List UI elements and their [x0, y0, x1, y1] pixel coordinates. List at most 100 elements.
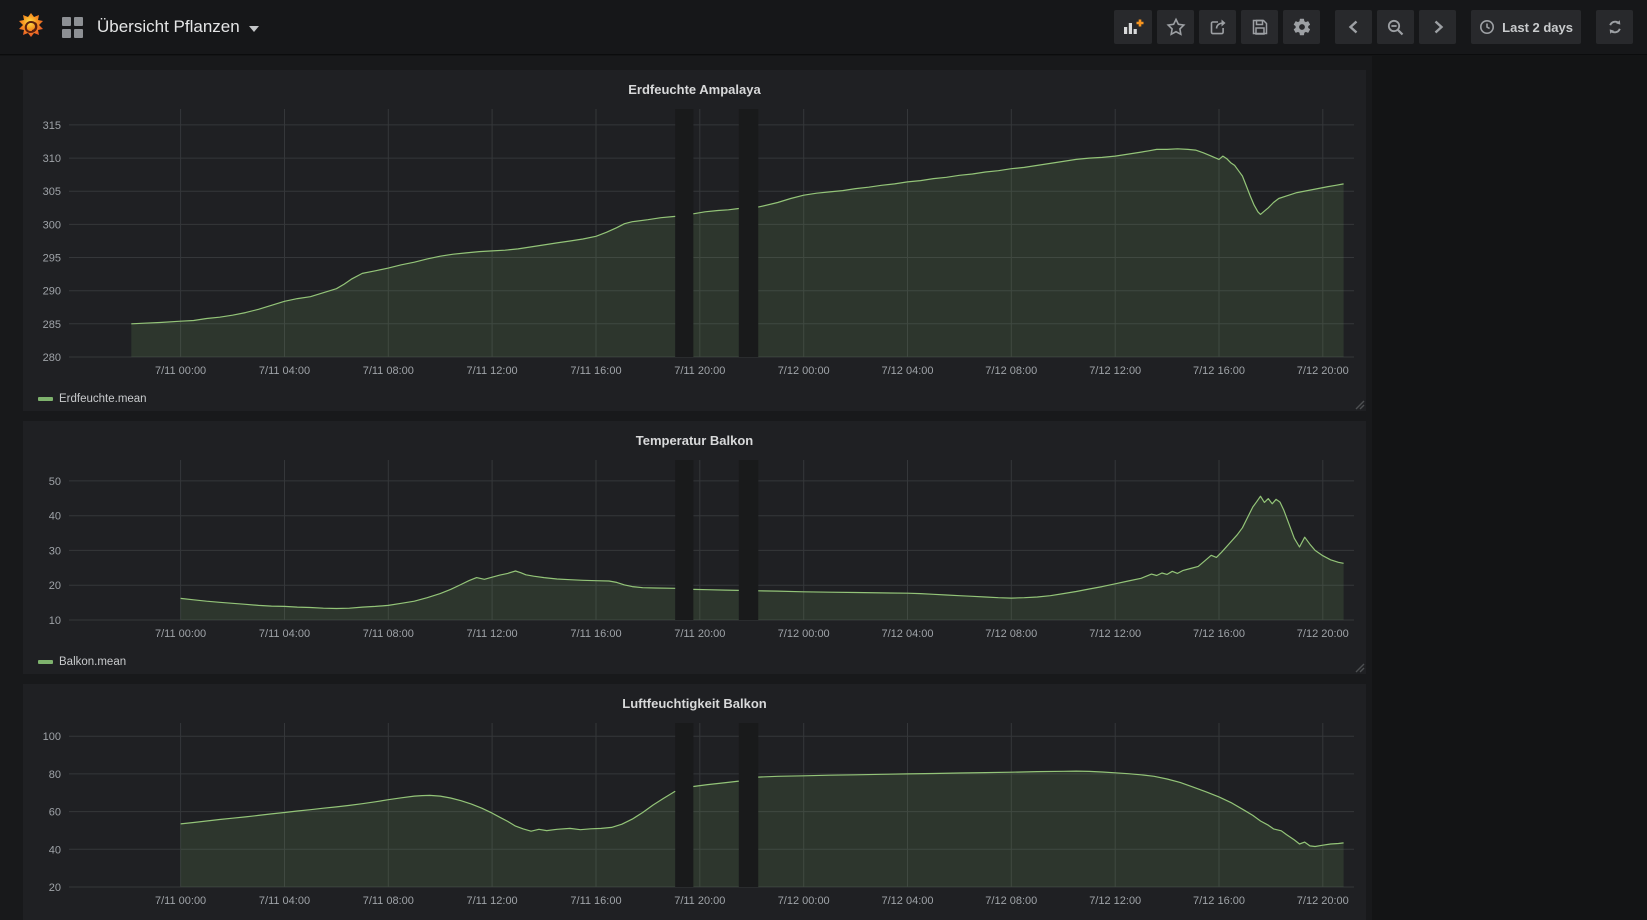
- svg-text:40: 40: [49, 511, 61, 523]
- grafana-logo-icon[interactable]: [14, 10, 48, 44]
- svg-text:60: 60: [49, 807, 61, 819]
- panel-title[interactable]: Luftfeuchtigkeit Balkon: [622, 696, 767, 711]
- svg-text:7/12 04:00: 7/12 04:00: [882, 895, 934, 907]
- svg-text:7/12 08:00: 7/12 08:00: [985, 895, 1037, 907]
- svg-text:20: 20: [49, 580, 61, 592]
- svg-text:280: 280: [43, 352, 61, 364]
- svg-text:315: 315: [43, 120, 61, 132]
- svg-text:7/12 08:00: 7/12 08:00: [985, 628, 1037, 640]
- star-dashboard-button[interactable]: [1157, 10, 1195, 44]
- svg-text:10: 10: [49, 615, 61, 627]
- svg-text:80: 80: [49, 769, 61, 781]
- svg-text:7/12 04:00: 7/12 04:00: [882, 628, 934, 640]
- svg-text:7/11 16:00: 7/11 16:00: [570, 895, 621, 907]
- top-navbar: Übersicht Pflanzen: [0, 0, 1647, 55]
- svg-text:7/11 08:00: 7/11 08:00: [363, 628, 414, 640]
- series-label: Balkon.mean: [59, 656, 127, 668]
- svg-text:300: 300: [43, 219, 61, 231]
- time-shift-forward-button[interactable]: [1419, 10, 1457, 44]
- add-panel-button[interactable]: [1114, 10, 1153, 44]
- svg-text:7/11 12:00: 7/11 12:00: [467, 365, 518, 377]
- grid-square: [74, 28, 83, 38]
- svg-text:7/11 08:00: 7/11 08:00: [363, 895, 414, 907]
- svg-text:7/11 12:00: 7/11 12:00: [467, 895, 518, 907]
- time-shift-back-button[interactable]: [1335, 10, 1373, 44]
- svg-text:7/11 04:00: 7/11 04:00: [259, 895, 310, 907]
- svg-text:7/12 16:00: 7/12 16:00: [1193, 895, 1245, 907]
- legend-item[interactable]: Balkon.mean: [23, 655, 1366, 674]
- dashboard-title: Übersicht Pflanzen: [97, 17, 240, 36]
- svg-text:7/11 16:00: 7/11 16:00: [570, 365, 621, 377]
- svg-text:20: 20: [49, 882, 61, 894]
- grid-square: [74, 16, 83, 26]
- svg-text:7/12 12:00: 7/12 12:00: [1089, 365, 1141, 377]
- panel-title[interactable]: Erdfeuchte Ampalaya: [628, 82, 761, 97]
- grid-square: [62, 28, 71, 38]
- chart-canvas-luftfeuchtigkeit[interactable]: 20 40 60 80 100 7/11 00:00 7/11 04:00 7/11 08:0…: [23, 717, 1360, 917]
- series-label: Erdfeuchte.mean: [59, 393, 147, 405]
- panel-resize-handle[interactable]: [1354, 399, 1365, 410]
- time-range-label: Last 2 days: [1502, 19, 1573, 35]
- series-color-swatch: [38, 660, 53, 664]
- chevron-left-icon: [1348, 20, 1357, 34]
- svg-text:100: 100: [43, 731, 61, 743]
- zoom-out-button[interactable]: [1377, 10, 1415, 44]
- svg-text:7/11 12:00: 7/11 12:00: [467, 628, 518, 640]
- svg-text:7/11 00:00: 7/11 00:00: [155, 628, 206, 640]
- dashboard-picker-grid-icon[interactable]: [62, 16, 83, 38]
- grid-square: [62, 16, 71, 26]
- svg-text:7/12 16:00: 7/12 16:00: [1193, 365, 1245, 377]
- panel-title[interactable]: Temperatur Balkon: [635, 433, 754, 448]
- svg-text:30: 30: [49, 545, 61, 557]
- save-dashboard-button[interactable]: [1241, 10, 1279, 44]
- svg-text:50: 50: [49, 476, 61, 488]
- navbar-left: Übersicht Pflanzen: [14, 10, 259, 44]
- share-dashboard-button[interactable]: [1199, 10, 1237, 44]
- dashboard-area: Erdfeuchte Ampalaya 280 285 290 295 300 305 31…: [0, 56, 1372, 920]
- svg-text:295: 295: [43, 253, 61, 265]
- caret-down-icon: [248, 25, 259, 32]
- svg-text:7/12 00:00: 7/12 00:00: [778, 365, 830, 377]
- svg-text:7/11 04:00: 7/11 04:00: [259, 628, 310, 640]
- svg-text:7/11 08:00: 7/11 08:00: [363, 365, 414, 377]
- star-icon: [1166, 17, 1186, 36]
- svg-text:7/12 12:00: 7/12 12:00: [1089, 628, 1141, 640]
- svg-text:7/11 20:00: 7/11 20:00: [674, 365, 725, 377]
- gear-icon: [1293, 18, 1310, 36]
- panel-luftfeuchtigkeit-balkon: Luftfeuchtigkeit Balkon 20 40 60 80 100 7/11 …: [23, 684, 1366, 920]
- dashboard-title-dropdown[interactable]: Übersicht Pflanzen: [97, 17, 259, 37]
- svg-text:7/11 04:00: 7/11 04:00: [259, 365, 310, 377]
- panel-resize-handle[interactable]: [1354, 662, 1365, 673]
- svg-text:7/12 12:00: 7/12 12:00: [1089, 895, 1141, 907]
- time-range-picker-button[interactable]: Last 2 days: [1471, 10, 1581, 44]
- series-color-swatch: [38, 397, 53, 401]
- dashboard-settings-button[interactable]: [1283, 10, 1321, 44]
- chart-canvas-temperatur[interactable]: 10 20 30 40 50 7/11 00:00 7/11 04:00 7/11 08:00…: [23, 454, 1360, 650]
- svg-text:7/11 00:00: 7/11 00:00: [155, 365, 206, 377]
- svg-text:40: 40: [49, 844, 61, 856]
- svg-text:7/11 20:00: 7/11 20:00: [674, 895, 725, 907]
- panel-erdfeuchte-ampalaya: Erdfeuchte Ampalaya 280 285 290 295 300 305 31…: [23, 70, 1366, 411]
- svg-text:7/12 20:00: 7/12 20:00: [1297, 895, 1349, 907]
- svg-text:7/12 08:00: 7/12 08:00: [985, 365, 1037, 377]
- add-panel-icon: [1124, 19, 1144, 34]
- svg-text:7/12 00:00: 7/12 00:00: [778, 628, 830, 640]
- navbar-toolbar: Last 2 days: [1109, 10, 1633, 44]
- svg-text:7/11 16:00: 7/11 16:00: [570, 628, 621, 640]
- svg-text:305: 305: [43, 186, 61, 198]
- svg-text:7/12 04:00: 7/12 04:00: [882, 365, 934, 377]
- svg-text:285: 285: [43, 319, 61, 331]
- clock-icon: [1480, 20, 1495, 34]
- share-icon: [1210, 19, 1226, 35]
- chart-canvas-erdfeuchte[interactable]: 280 285 290 295 300 305 310 315 7/11 00:00 7/11 0…: [23, 103, 1360, 387]
- save-icon: [1252, 19, 1267, 35]
- refresh-button[interactable]: [1596, 10, 1633, 44]
- panel-temperatur-balkon: Temperatur Balkon 10 20 30 40 50 7/11 00:00 7/…: [23, 421, 1366, 674]
- legend-item[interactable]: Erdfeuchte.mean: [23, 392, 1366, 411]
- chevron-right-icon: [1434, 20, 1443, 34]
- zoom-out-icon: [1388, 19, 1404, 35]
- refresh-icon: [1608, 20, 1621, 34]
- svg-text:7/12 20:00: 7/12 20:00: [1297, 365, 1349, 377]
- svg-text:7/12 20:00: 7/12 20:00: [1297, 628, 1349, 640]
